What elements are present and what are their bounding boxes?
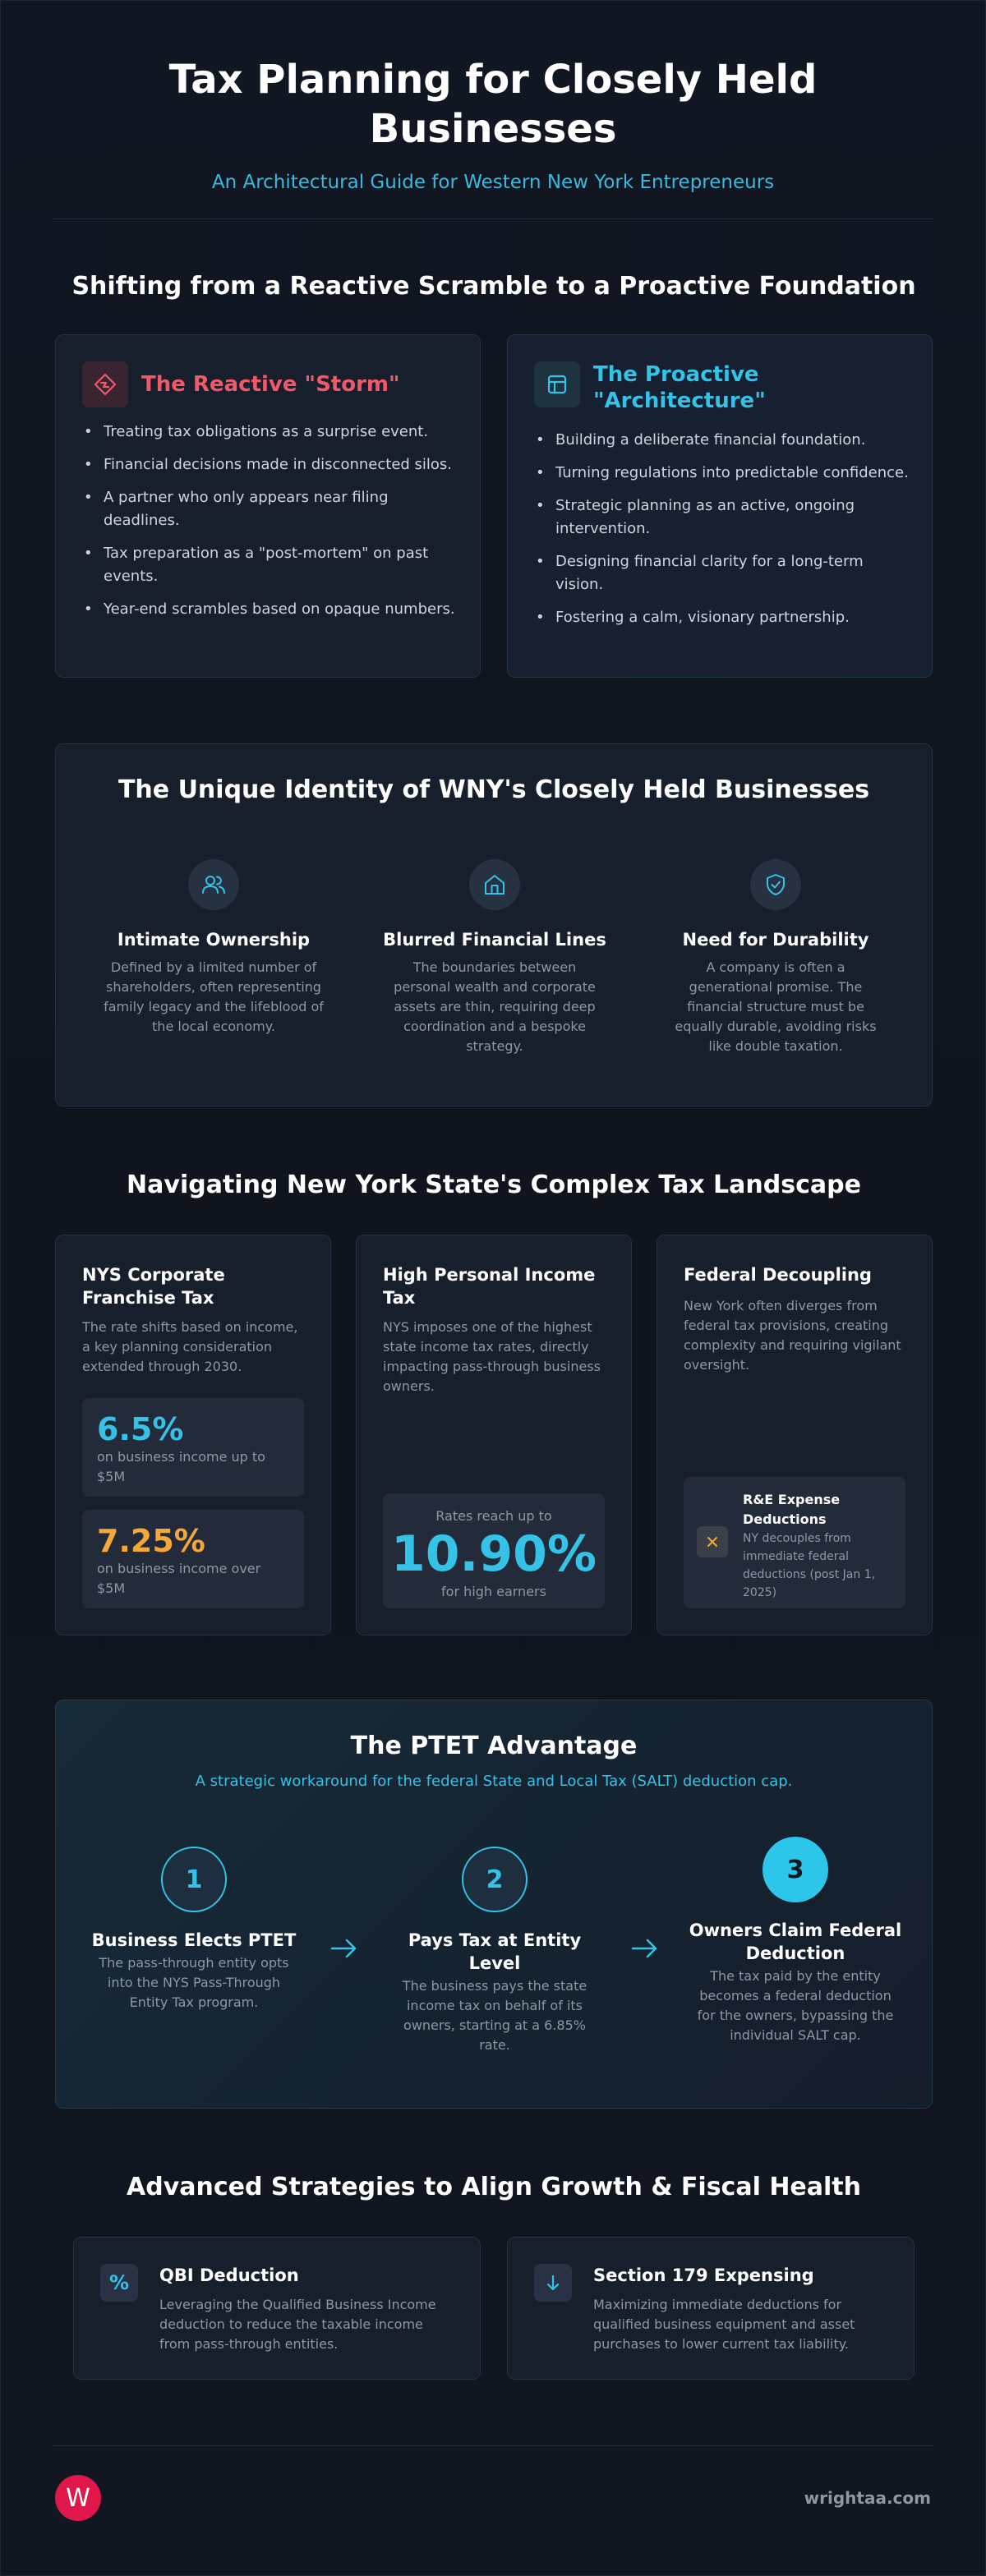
home-icon [469, 859, 520, 910]
reactive-card: The Reactive "Storm" Treating tax obliga… [55, 334, 481, 678]
federal-decoupling-desc: New York often diverges from federal tax… [684, 1298, 901, 1373]
reactive-card-title: The Reactive "Storm" [141, 372, 400, 397]
identity-item-title: Need for Durability [682, 930, 869, 950]
list-item: A partner who only appears near filing d… [82, 486, 457, 532]
step-desc: The business pays the state income tax o… [402, 1978, 587, 2053]
page-title: Tax Planning for Closely Held Businesses [168, 57, 818, 152]
strategy-desc: Leveraging the Qualified Business Income… [159, 2297, 436, 2352]
list-item: Designing financial clarity for a long-t… [534, 550, 909, 596]
identity-item-title: Intimate Ownership [117, 930, 311, 950]
identity-item-title: Blurred Financial Lines [383, 930, 606, 950]
rate-value: 7.25% [97, 1523, 205, 1559]
federal-decoupling-title: Federal Decoupling [684, 1265, 872, 1285]
identity-item-durability: Need for Durability A company is often a… [652, 859, 899, 1056]
x-icon [697, 1526, 728, 1557]
rate-value: 6.5% [97, 1411, 184, 1447]
list-item: Year-end scrambles based on opaque numbe… [82, 598, 457, 621]
rate-box-low: 6.5% on business income up to $5M [82, 1398, 304, 1497]
top-rate-value: 10.90% [391, 1525, 597, 1583]
arrow-right-icon [631, 1939, 657, 1958]
rate-label: on business income over $5M [97, 1561, 261, 1596]
proactive-card: The Proactive "Architecture" Building a … [507, 334, 933, 678]
franchise-tax-title: NYS Corporate Franchise Tax [82, 1265, 225, 1308]
logo-letter: W [66, 2483, 90, 2513]
list-item: Fostering a calm, visionary partnership. [534, 606, 909, 629]
franchise-tax-card: NYS Corporate Franchise Tax The rate shi… [55, 1235, 331, 1635]
advanced-section-title: Advanced Strategies to Align Growth & Fi… [127, 2173, 861, 2201]
nys-section-title: Navigating New York State's Complex Tax … [127, 1171, 861, 1199]
franchise-tax-desc: The rate shifts based on income, a key p… [82, 1319, 298, 1374]
ptet-step-2: 2 Pays Tax at Entity Level The business … [388, 1847, 601, 2055]
step-number: 2 [462, 1847, 528, 1912]
list-item: Building a deliberate financial foundati… [534, 429, 909, 452]
shield-check-icon [750, 859, 801, 910]
identity-card: The Unique Identity of WNY's Closely Hel… [55, 743, 933, 1106]
list-item: Strategic planning as an active, ongoing… [534, 494, 909, 540]
header: Tax Planning for Closely Held Businesses… [1, 1, 985, 193]
top-rate-box: Rates reach up to 10.90% for high earner… [383, 1493, 605, 1608]
ptet-step-1: 1 Business Elects PTET The pass-through … [87, 1847, 301, 2012]
storm-icon [82, 361, 128, 407]
blueprint-icon [534, 361, 580, 407]
proactive-list: Building a deliberate financial foundati… [534, 429, 909, 639]
page-subtitle: An Architectural Guide for Western New Y… [211, 172, 775, 193]
strategy-title: Section 179 Expensing [593, 2266, 814, 2285]
identity-item-financial-lines: Blurred Financial Lines The boundaries b… [371, 859, 618, 1056]
strategy-card-qbi: % QBI Deduction Leveraging the Qualified… [73, 2237, 481, 2380]
identity-item-ownership: Intimate Ownership Defined by a limited … [90, 859, 337, 1037]
proactive-card-header: The Proactive "Architecture" [534, 361, 807, 414]
personal-tax-card: High Personal Income Tax NYS imposes one… [356, 1235, 632, 1635]
step-number: 1 [161, 1847, 227, 1912]
brand-logo[interactable]: W [55, 2475, 101, 2521]
re-expense-note: R&E Expense Deductions NY decouples from… [684, 1477, 905, 1608]
divider [53, 218, 933, 219]
ptet-subtitle: A strategic workaround for the federal S… [195, 1773, 793, 1790]
rate-label: on business income up to $5M [97, 1449, 265, 1484]
step-title: Owners Claim Federal Deduction [689, 1920, 902, 1963]
arrow-down-icon [534, 2264, 572, 2302]
strategy-card-section-179: Section 179 Expensing Maximizing immedia… [507, 2237, 915, 2380]
step-desc: The tax paid by the entity becomes a fed… [697, 1968, 894, 2043]
footer-divider [53, 2445, 933, 2446]
step-title: Pays Tax at Entity Level [408, 1930, 582, 1973]
identity-item-desc: The boundaries between personal wealth a… [394, 959, 596, 1054]
users-icon [188, 859, 239, 910]
top-rate-pre: Rates reach up to [435, 1508, 552, 1524]
personal-tax-title: High Personal Income Tax [383, 1265, 596, 1308]
step-title: Business Elects PTET [91, 1930, 297, 1950]
federal-decoupling-card: Federal Decoupling New York often diverg… [657, 1235, 933, 1635]
step-desc: The pass-through entity opts into the NY… [99, 1955, 289, 2010]
top-rate-post: for high earners [441, 1584, 546, 1599]
proactive-card-title: The Proactive "Architecture" [593, 362, 766, 413]
identity-item-desc: A company is often a generational promis… [675, 959, 877, 1054]
strategy-title: QBI Deduction [159, 2266, 299, 2285]
percent-icon: % [100, 2264, 138, 2302]
reactive-list: Treating tax obligations as a surprise e… [82, 421, 457, 631]
identity-item-desc: Defined by a limited number of sharehold… [104, 959, 324, 1034]
reactive-card-header: The Reactive "Storm" [82, 361, 400, 407]
identity-section-title: The Unique Identity of WNY's Closely Hel… [117, 775, 870, 804]
step-number: 3 [763, 1837, 828, 1902]
ptet-card: The PTET Advantage A strategic workaroun… [55, 1700, 933, 2109]
ptet-step-3: 3 Owners Claim Federal Deduction The tax… [689, 1837, 902, 2045]
shift-section-title: Shifting from a Reactive Scramble to a P… [71, 272, 916, 301]
ptet-title: The PTET Advantage [350, 1732, 638, 1760]
rate-box-high: 7.25% on business income over $5M [82, 1510, 304, 1608]
list-item: Tax preparation as a "post-mortem" on pa… [82, 542, 457, 588]
personal-tax-desc: NYS imposes one of the highest state inc… [383, 1319, 601, 1394]
list-item: Treating tax obligations as a surprise e… [82, 421, 457, 444]
strategy-desc: Maximizing immediate deductions for qual… [593, 2297, 855, 2352]
re-expense-desc: NY decouples from immediate federal dedu… [743, 1532, 876, 1599]
footer-url-link[interactable]: wrightaa.com [804, 2488, 931, 2508]
list-item: Financial decisions made in disconnected… [82, 453, 457, 476]
re-expense-title: R&E Expense Deductions [743, 1492, 841, 1527]
arrow-right-icon [330, 1939, 357, 1958]
list-item: Turning regulations into predictable con… [534, 462, 909, 485]
